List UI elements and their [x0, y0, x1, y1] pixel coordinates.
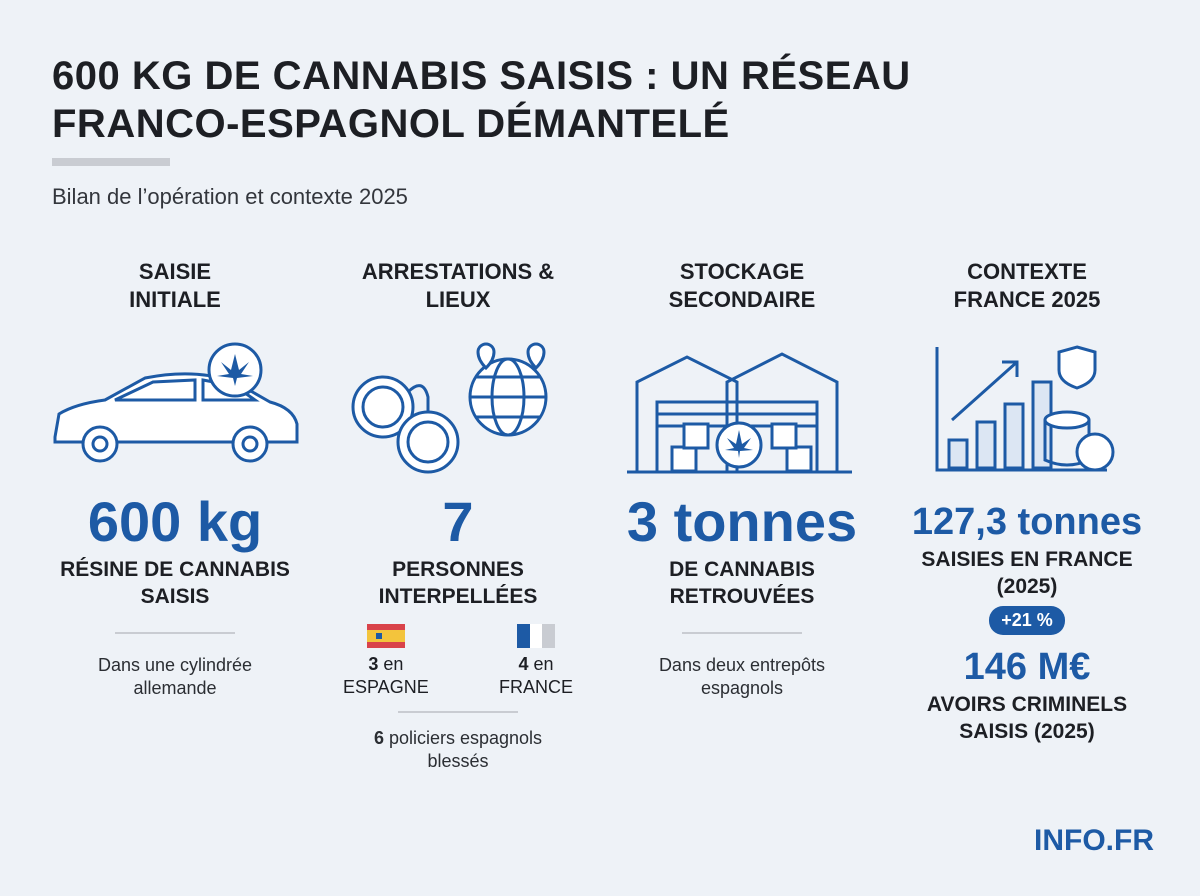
value: 600 kg — [87, 490, 263, 553]
breakdown: 3 en ESPAGNE 4 en FRANCE — [343, 624, 573, 699]
breakdown-item: 4 en FRANCE — [499, 624, 573, 699]
value: 7 — [442, 490, 474, 553]
title: 600 KG DE CANNABIS SAISIS : UN RÉSEAU FR… — [52, 54, 911, 146]
flag-spain — [366, 624, 405, 648]
note: Dans une cylindrée allemande — [97, 655, 253, 698]
count: 3 — [368, 654, 379, 674]
country: FRANCE — [498, 677, 573, 697]
title-rule — [52, 158, 170, 166]
column: SAISIE INITIALE 600 kg RÉSINE DE CANNABI… — [35, 258, 315, 700]
warehouse-icon — [627, 352, 852, 474]
column-heading: CONTEXTE FRANCE 2025 — [953, 259, 1101, 312]
note: Dans deux entrepôts espagnols — [658, 655, 826, 698]
unit: en — [383, 654, 404, 674]
column: STOCKAGE SECONDAIRE 3 tonnes DE CANNABIS… — [602, 258, 882, 700]
flag-france — [516, 624, 555, 648]
column: CONTEXTE FRANCE 2025 127,3 tonnes SAISIE… — [887, 258, 1167, 745]
separator — [115, 632, 235, 634]
change-badge: +21 % — [989, 606, 1065, 635]
unit: en — [533, 654, 554, 674]
count: 4 — [518, 654, 529, 674]
subtitle: Bilan de l’opération et contexte 2025 — [52, 184, 408, 209]
handcuffs-icon — [351, 342, 548, 474]
brand: INFO.FR — [1034, 824, 1154, 857]
stats-icon — [935, 345, 1115, 472]
value-label: PERSONNES INTERPELLÉES — [378, 558, 538, 608]
value: 146 M€ — [963, 646, 1091, 688]
car-icon — [53, 342, 299, 463]
value: 127,3 tonnes — [911, 501, 1143, 543]
value-label: SAISIES EN FRANCE (2025) — [921, 548, 1133, 598]
note: policiers espagnols blessés — [388, 728, 543, 771]
column: ARRESTATIONS & LIEUX 7 PERSONNES INTERPE… — [318, 258, 598, 773]
value-label: AVOIRS CRIMINELS SAISIS (2025) — [926, 693, 1128, 743]
column-heading: SAISIE INITIALE — [129, 259, 221, 312]
separator — [398, 711, 518, 713]
count: 6 — [373, 728, 384, 748]
value-label: DE CANNABIS RETROUVÉES — [669, 558, 815, 608]
value-label: RÉSINE DE CANNABIS SAISIS — [60, 558, 290, 608]
separator — [682, 632, 802, 634]
value: 3 tonnes — [626, 490, 858, 553]
breakdown-item: 3 en ESPAGNE — [343, 624, 429, 699]
country: ESPAGNE — [343, 677, 429, 697]
column-heading: STOCKAGE SECONDAIRE — [668, 259, 816, 312]
column-heading: ARRESTATIONS & LIEUX — [361, 259, 555, 312]
